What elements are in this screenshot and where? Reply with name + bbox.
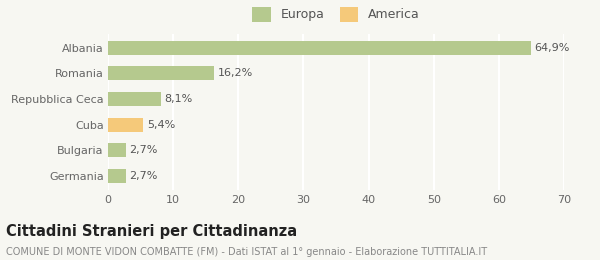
Text: COMUNE DI MONTE VIDON COMBATTE (FM) - Dati ISTAT al 1° gennaio - Elaborazione TU: COMUNE DI MONTE VIDON COMBATTE (FM) - Da… [6, 247, 487, 257]
Bar [108, 41, 531, 55]
Bar [108, 143, 125, 157]
Text: Cittadini Stranieri per Cittadinanza: Cittadini Stranieri per Cittadinanza [6, 224, 297, 239]
Text: 16,2%: 16,2% [217, 68, 253, 79]
Legend: Europa, America: Europa, America [250, 4, 422, 24]
Bar [108, 67, 214, 81]
Bar [108, 169, 125, 183]
Text: 64,9%: 64,9% [535, 43, 570, 53]
Text: 2,7%: 2,7% [130, 171, 158, 181]
Text: 8,1%: 8,1% [164, 94, 193, 104]
Bar [108, 118, 143, 132]
Text: 5,4%: 5,4% [147, 120, 175, 129]
Text: 2,7%: 2,7% [130, 145, 158, 155]
Bar [108, 92, 161, 106]
